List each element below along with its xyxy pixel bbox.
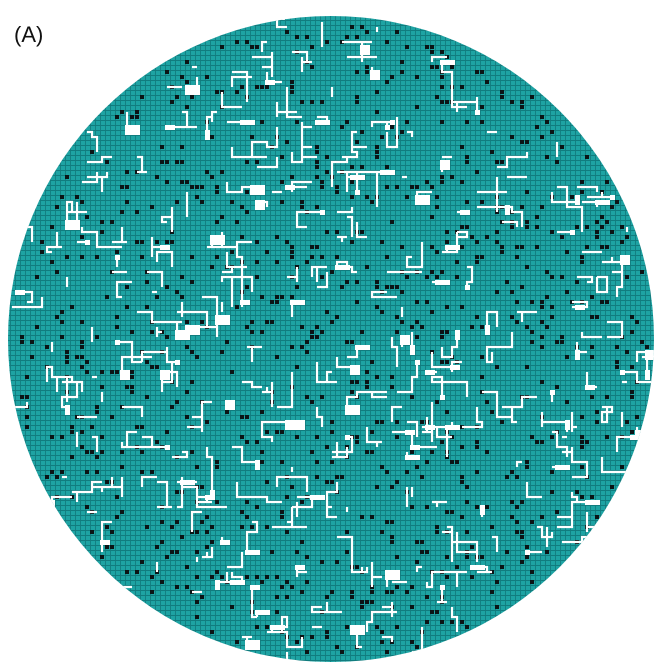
page: (A) (() => { const data = JSON.parse(doc…: [0, 0, 663, 669]
lattice-disk: [8, 16, 654, 662]
figure: (A): [0, 0, 663, 669]
panel-label: (A): [14, 22, 43, 47]
